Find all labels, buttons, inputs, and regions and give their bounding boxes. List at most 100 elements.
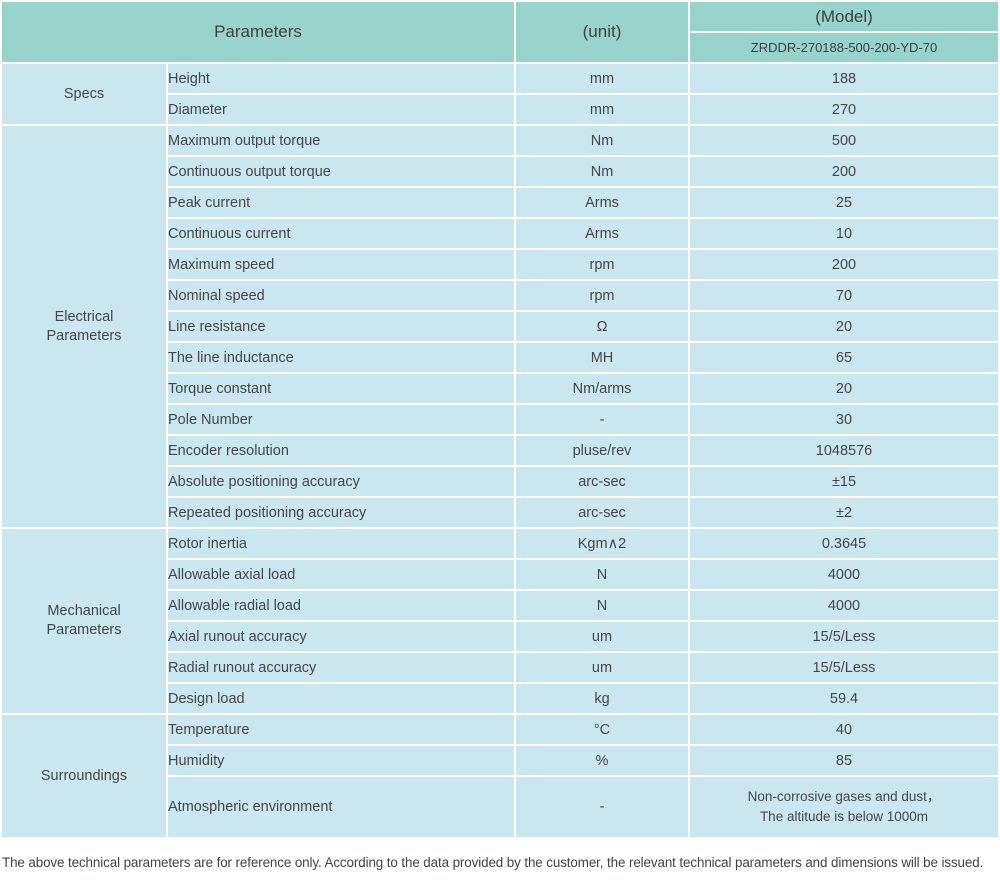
table-row: Atmospheric environment - Non-corrosive … [2,777,998,837]
param-name-cell: Torque constant [168,374,514,403]
table-row: Continuous output torque Nm 200 [2,157,998,186]
table-row: Encoder resolution pluse/rev 1048576 [2,436,998,465]
section-label-electrical: Electrical Parameters [2,126,166,527]
table-row: Axial runout accuracy um 15/5/Less [2,622,998,651]
unit-cell: arc-sec [516,467,688,496]
param-name-cell: Temperature [168,715,514,744]
param-name-cell: Diameter [168,95,514,124]
table-row: Pole Number - 30 [2,405,998,434]
unit-cell: °C [516,715,688,744]
unit-cell: mm [516,95,688,124]
value-cell: 25 [690,188,998,217]
unit-cell: kg [516,684,688,713]
table-row: Design load kg 59.4 [2,684,998,713]
table-row: Mechanical Parameters Rotor inertia Kgm∧… [2,529,998,713]
value-cell: 15/5/Less [690,622,998,651]
unit-cell: Nm/arms [516,374,688,403]
param-name-cell: Peak current [168,188,514,217]
value-cell: 85 [690,746,998,775]
table-row: Radial runout accuracy um 15/5/Less [2,653,998,682]
unit-cell: um [516,653,688,682]
param-name-cell: Encoder resolution [168,436,514,465]
param-name-cell: Maximum speed [168,250,514,279]
table-row: Nominal speed rpm 70 [2,281,998,310]
value-cell: 200 [690,250,998,279]
table-row: Specs Height mm 188 [2,64,998,124]
table-row: The line inductance MH 65 [2,343,998,372]
unit-cell: um [516,622,688,651]
value-cell: 30 [690,405,998,434]
unit-header: (unit) [516,2,688,62]
param-name-cell: Height [168,64,514,93]
value-cell: 4000 [690,591,998,620]
value-cell: 40 [690,715,998,744]
param-name-cell: The line inductance [168,343,514,372]
param-name-cell: Atmospheric environment [168,777,514,837]
param-name-cell: Continuous current [168,219,514,248]
unit-cell: arc-sec [516,498,688,527]
table-row: Humidity % 85 [2,746,998,775]
unit-cell: N [516,560,688,589]
value-cell: 65 [690,343,998,372]
unit-cell: - [516,777,688,837]
unit-cell: rpm [516,281,688,310]
param-name-cell: Rotor inertia [168,529,514,558]
param-name-cell: Nominal speed [168,281,514,310]
value-cell: 70 [690,281,998,310]
value-cell: ±15 [690,467,998,496]
unit-cell: - [516,405,688,434]
value-cell: 59.4 [690,684,998,713]
unit-cell: MH [516,343,688,372]
param-name-cell: Pole Number [168,405,514,434]
table-row: Diameter mm 270 [2,95,998,124]
unit-cell: % [516,746,688,775]
unit-cell: Ω [516,312,688,341]
section-label-surroundings: Surroundings [2,715,166,837]
unit-cell: Arms [516,188,688,217]
param-name-cell: Design load [168,684,514,713]
param-name-cell: Repeated positioning accuracy [168,498,514,527]
table-row: Peak current Arms 25 [2,188,998,217]
table-row: Repeated positioning accuracy arc-sec ±2 [2,498,998,527]
param-name-cell: Maximum output torque [168,126,514,155]
unit-cell: mm [516,64,688,93]
value-cell: 270 [690,95,998,124]
value-cell: Non-corrosive gases and dust， The altitu… [690,777,998,837]
unit-cell: N [516,591,688,620]
value-cell: 20 [690,374,998,403]
value-cell: 200 [690,157,998,186]
value-cell: 4000 [690,560,998,589]
table-row: Electrical Parameters Maximum output tor… [2,126,998,527]
value-cell: 20 [690,312,998,341]
table-row: Surroundings Temperature °C 40 [2,715,998,837]
param-name-cell: Axial runout accuracy [168,622,514,651]
unit-cell: pluse/rev [516,436,688,465]
param-name-cell: Humidity [168,746,514,775]
unit-cell: Nm [516,157,688,186]
param-name-cell: Allowable axial load [168,560,514,589]
value-cell: 15/5/Less [690,653,998,682]
table-row: Line resistance Ω 20 [2,312,998,341]
param-name-cell: Line resistance [168,312,514,341]
value-cell: ±2 [690,498,998,527]
value-cell: 0.3645 [690,529,998,558]
parameters-header: Parameters [2,2,514,62]
model-header: (Model) [690,2,998,31]
unit-cell: Nm [516,126,688,155]
table-row: Absolute positioning accuracy arc-sec ±1… [2,467,998,496]
motor-spec-table: Parameters (unit) (Model) ZRDDR-270188-5… [0,0,1000,839]
value-cell: 500 [690,126,998,155]
unit-cell: Kgm∧2 [516,529,688,558]
footnote: The above technical parameters are for r… [2,855,984,870]
value-cell: 10 [690,219,998,248]
param-name-cell: Absolute positioning accuracy [168,467,514,496]
table-row: Allowable axial load N 4000 [2,560,998,589]
param-name-cell: Continuous output torque [168,157,514,186]
param-name-cell: Radial runout accuracy [168,653,514,682]
value-cell: 1048576 [690,436,998,465]
section-label-mechanical: Mechanical Parameters [2,529,166,713]
header-row-1: Parameters (unit) (Model) [2,2,998,62]
table-row: Maximum speed rpm 200 [2,250,998,279]
model-number: ZRDDR-270188-500-200-YD-70 [690,33,998,62]
